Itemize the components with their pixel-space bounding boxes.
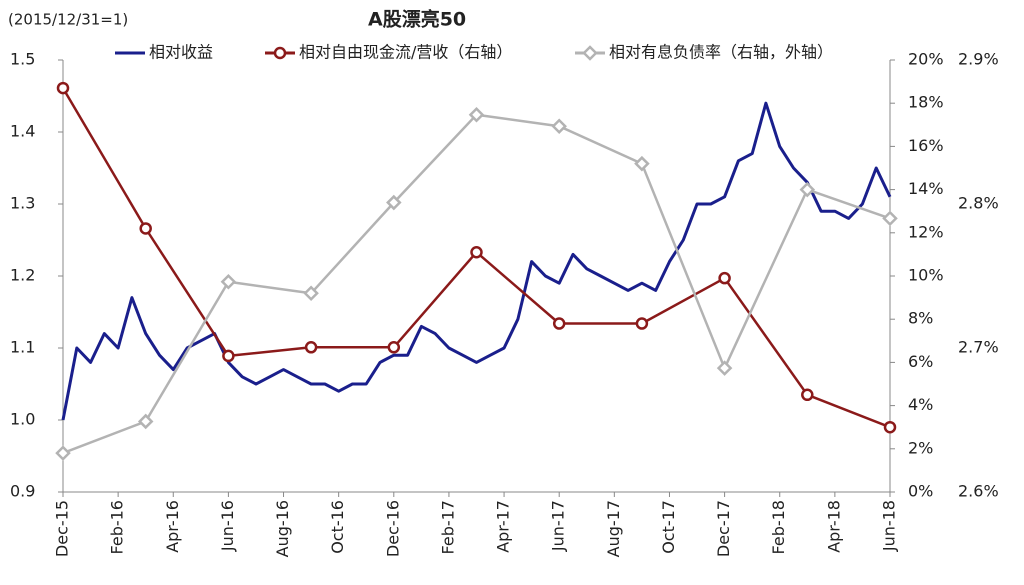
y2-tick-label: 20% [908, 50, 944, 69]
y3-tick-label: 2.7% [958, 338, 999, 357]
y2-tick-label: 4% [908, 395, 933, 414]
point [883, 420, 897, 434]
y2-tick-label: 10% [908, 266, 944, 285]
y3-tick-label: 2.9% [958, 50, 999, 69]
x-tick-label: Apr-16 [163, 500, 182, 553]
legend-marker [582, 45, 598, 61]
point [137, 413, 154, 430]
point [552, 317, 566, 330]
series-line [61, 101, 892, 421]
chart-title: A股漂亮50 [368, 8, 466, 31]
legend-label: 相对有息负债率（右轴，外轴） [609, 43, 833, 62]
y-tick-label: 1.5 [10, 50, 35, 69]
y2-tick-label: 0% [908, 482, 933, 501]
point [222, 349, 235, 363]
point [470, 245, 483, 259]
point [55, 445, 71, 461]
y-tick-label: 0.9 [10, 482, 35, 501]
point [387, 341, 401, 354]
y-tick-label: 1.1 [10, 338, 35, 357]
y3-tick-label: 2.6% [958, 482, 999, 501]
y-tick-label: 1.2 [10, 266, 35, 285]
legend-label: 相对自由现金流/营收（右轴） [299, 43, 512, 62]
y3-tick-label: 2.8% [958, 194, 999, 213]
y2-tick-label: 14% [908, 179, 944, 198]
legend-marker [273, 46, 287, 60]
point [716, 360, 733, 376]
y2-tick-label: 12% [908, 222, 944, 241]
point [303, 285, 319, 302]
x-tick-label: Jun-16 [218, 500, 237, 552]
chart-subtitle: (2015/12/31=1) [8, 11, 128, 29]
y2-tick-label: 2% [908, 438, 933, 457]
point [799, 181, 816, 198]
x-tick-label: Feb-17 [438, 500, 457, 554]
y2-tick-label: 16% [908, 136, 944, 155]
x-tick-label: Oct-17 [659, 500, 678, 554]
point [634, 155, 650, 172]
x-tick-label: Aug-17 [604, 500, 623, 557]
x-tick-label: Jun-18 [880, 500, 899, 552]
x-tick-label: Feb-18 [769, 500, 788, 554]
x-tick-label: Aug-16 [273, 500, 292, 557]
series-line [62, 113, 891, 455]
y-tick-label: 1.3 [10, 194, 35, 213]
y-tick-label: 1.4 [10, 122, 35, 141]
legend-label: 相对收益 [149, 43, 213, 62]
point [551, 118, 567, 135]
point [220, 273, 237, 290]
point [304, 341, 318, 354]
x-tick-label: Dec-17 [714, 500, 733, 557]
x-tick-label: Apr-18 [824, 500, 843, 553]
x-tick-label: Jun-17 [549, 500, 568, 552]
point [635, 317, 649, 330]
y-tick-label: 1.0 [10, 410, 35, 429]
y2-tick-label: 6% [908, 352, 933, 371]
x-tick-label: Dec-16 [383, 500, 402, 557]
point [56, 81, 70, 95]
x-tick-label: Oct-16 [328, 500, 347, 554]
point [718, 271, 731, 285]
point [468, 106, 485, 123]
y2-tick-label: 18% [908, 93, 944, 112]
x-tick-label: Dec-15 [53, 500, 72, 557]
point [882, 210, 898, 227]
point [386, 194, 402, 211]
x-tick-label: Feb-16 [108, 500, 127, 554]
y2-tick-label: 8% [908, 309, 933, 328]
x-tick-label: Apr-17 [494, 500, 513, 553]
point [139, 222, 152, 235]
point [801, 388, 814, 402]
